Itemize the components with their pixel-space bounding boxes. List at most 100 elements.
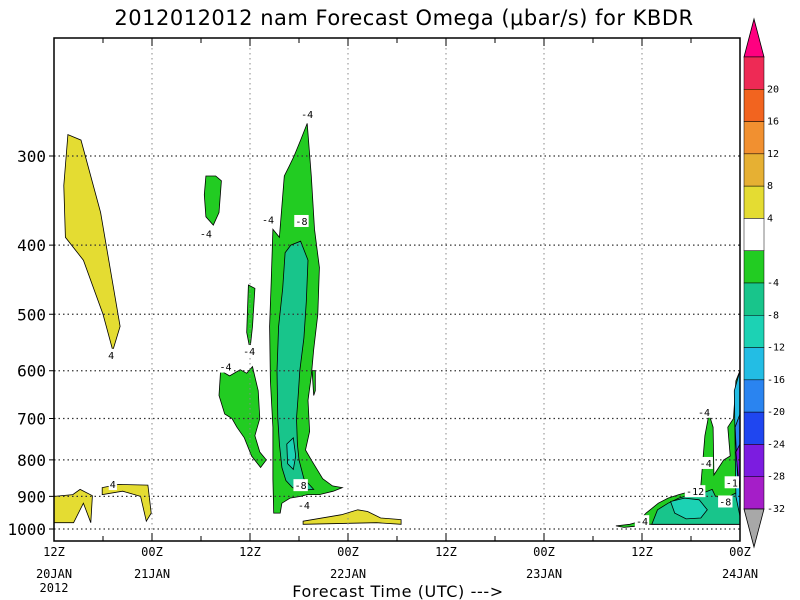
contour-label-bg <box>198 227 214 240</box>
colorbar-label-1: 16 <box>767 117 779 128</box>
colorbar-label-2: 12 <box>767 149 779 160</box>
contour-label-bg <box>724 476 740 489</box>
contour-label-text: -4 <box>219 363 231 374</box>
omega-region-6 <box>218 365 267 469</box>
colorbar-swatch-0 <box>743 56 765 90</box>
colorbar-label-9: -20 <box>767 407 785 418</box>
contour-label-text: -4 <box>700 459 712 470</box>
omega-region-4 <box>203 175 222 226</box>
contour-label-text: -4 <box>243 347 255 358</box>
x-tick-label-1: 00Z <box>141 545 163 559</box>
contour-label-bg <box>241 345 257 358</box>
grid-lines <box>54 38 740 541</box>
contour-label-11: -4 <box>696 405 712 419</box>
contour-label-bg <box>299 108 315 121</box>
omega-regions <box>53 123 741 528</box>
y-tick-label-2: 500 <box>17 305 46 324</box>
omega-region-3 <box>302 509 402 525</box>
y-tick-label-5: 800 <box>17 451 46 470</box>
plot-frame <box>53 37 741 542</box>
x-tick-label-4: 12Z <box>435 545 457 559</box>
contour-label-bg <box>294 214 309 227</box>
colorbar-top-arrow <box>743 17 765 58</box>
colorbar-bottom-arrow <box>743 508 765 549</box>
contour-label-8: 4 <box>107 348 116 362</box>
colorbar-label-0: 20 <box>767 84 779 95</box>
contour-label-6: -8 <box>293 479 308 492</box>
contour-label-text: 4 <box>110 480 116 491</box>
contour-label-bg <box>296 498 312 511</box>
colorbar-swatch-4 <box>743 185 765 219</box>
contour-label-bg <box>107 348 116 361</box>
colorbar-swatch-3 <box>743 153 765 187</box>
x-tick-label-3: 00Z <box>337 545 359 559</box>
colorbar-swatch-13 <box>743 476 765 510</box>
contour-label-12: -4 <box>698 456 713 470</box>
x-date-label-7: 24JAN <box>722 567 758 581</box>
contour-label-9: 4 <box>108 478 117 491</box>
contour-label-bg <box>218 360 233 373</box>
colorbar-swatch-11 <box>743 411 765 445</box>
chart-title: 2012012012 nam Forecast Omega (μbar/s) f… <box>114 6 693 30</box>
contour-label-text: -8 <box>295 217 307 228</box>
y-tick-label-0: 300 <box>17 147 46 166</box>
omega-region-14 <box>670 497 708 520</box>
contour-label-text: -4 <box>698 408 710 419</box>
contour-label-text: -1 <box>726 478 738 489</box>
x-tick-label-5: 00Z <box>533 545 555 559</box>
colorbar-label-5: -4 <box>767 278 779 289</box>
colorbar-label-3: 8 <box>767 181 773 192</box>
contour-label-bg <box>108 478 117 491</box>
contour-label-text: -8 <box>295 481 307 492</box>
contour-label-text: -4 <box>298 501 310 512</box>
x-tick-label-6: 12Z <box>631 545 653 559</box>
contour-label-text: -4 <box>262 215 274 226</box>
x-tick-label-2: 12Z <box>239 545 261 559</box>
contour-label-bg <box>718 495 733 508</box>
contour-label-text: -4 <box>301 110 313 121</box>
contour-label-text: -8 <box>719 497 731 508</box>
omega-region-0 <box>63 134 121 352</box>
y-tick-label-3: 600 <box>17 362 46 381</box>
colorbar-label-8: -16 <box>767 375 785 386</box>
omega-region-8 <box>311 370 316 396</box>
omega-region-1 <box>53 488 93 524</box>
contour-label-text: -4 <box>636 517 648 528</box>
omega-region-13 <box>286 436 297 471</box>
contour-label-7: -4 <box>296 498 312 512</box>
colorbar-swatch-1 <box>743 89 765 122</box>
colorbar-label-4: 4 <box>767 213 773 224</box>
colorbar-swatch-5 <box>743 218 765 251</box>
colorbar-label-10: -24 <box>767 439 785 450</box>
contour-label-5: -4 <box>218 360 233 374</box>
contour-label-2: -4 <box>260 213 276 226</box>
colorbar-swatch-10 <box>743 379 765 413</box>
colorbar-label-6: -8 <box>767 310 779 321</box>
contour-label-10: -4 <box>634 515 650 528</box>
y-tick-label-7: 1000 <box>7 520 46 539</box>
y-axis: 300 400 500 600 700 800 900 1000 <box>7 147 54 539</box>
colorbar-label-12: -32 <box>767 504 785 515</box>
contour-label-1: -4 <box>198 227 214 240</box>
contour-label-0: -4 <box>299 108 315 121</box>
contour-label-4: -4 <box>241 345 257 358</box>
colorbar-label-11: -28 <box>767 472 785 483</box>
colorbar-swatch-12 <box>743 444 765 477</box>
y-tick-label-4: 700 <box>17 409 46 428</box>
contour-label-text: -4 <box>200 229 212 240</box>
omega-region-11 <box>276 240 315 491</box>
contour-label-text: 4 <box>108 351 114 362</box>
colorbar-swatch-9 <box>743 347 765 381</box>
x-tick-label-7: 00Z <box>729 545 751 559</box>
x-year-label: 2012 <box>40 581 69 595</box>
colorbar-swatch-8 <box>743 315 765 348</box>
y-tick-label-1: 400 <box>17 236 46 255</box>
contour-label-3: -8 <box>294 214 309 228</box>
contour-label-bg <box>696 405 712 418</box>
colorbar-label-7: -12 <box>767 343 785 354</box>
colorbar-swatch-7 <box>743 282 765 316</box>
x-axis-label: Forecast Time (UTC) ---> <box>292 582 503 600</box>
x-date-label-3: 22JAN <box>330 567 366 581</box>
